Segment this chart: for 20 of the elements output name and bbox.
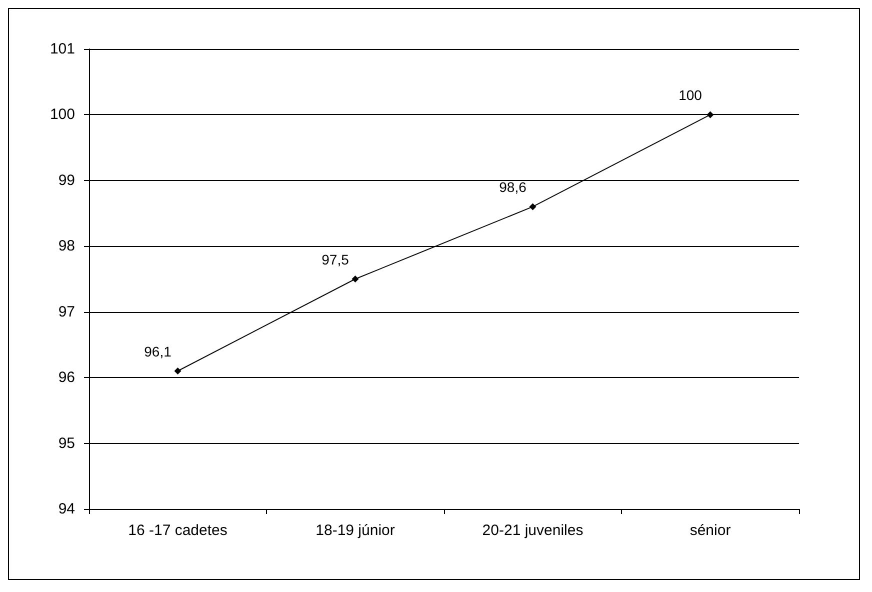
data-label: 97,5 — [322, 252, 350, 268]
y-tick-label: 101 — [50, 40, 75, 58]
y-tick-label: 94 — [58, 500, 75, 518]
x-tick-label: 18-19 júnior — [316, 522, 395, 539]
y-tick-label: 95 — [58, 434, 75, 452]
x-tick-label: 16 -17 cadetes — [128, 522, 228, 539]
y-tick-label: 97 — [58, 303, 75, 320]
x-tick-label: 20-21 juveniles — [482, 522, 584, 539]
data-label: 100 — [678, 87, 702, 104]
point — [706, 111, 714, 118]
y-tick-label: 99 — [58, 172, 75, 189]
point — [174, 368, 182, 374]
y-tick-label: 96 — [58, 369, 75, 386]
x-tick-label: sénior — [690, 522, 731, 539]
data-label: 98,6 — [499, 179, 527, 196]
y-tick-label: 100 — [50, 106, 75, 124]
point — [529, 203, 536, 210]
point — [352, 276, 359, 282]
y-tick-label: 98 — [58, 238, 75, 255]
data-label: 96,1 — [144, 344, 172, 360]
